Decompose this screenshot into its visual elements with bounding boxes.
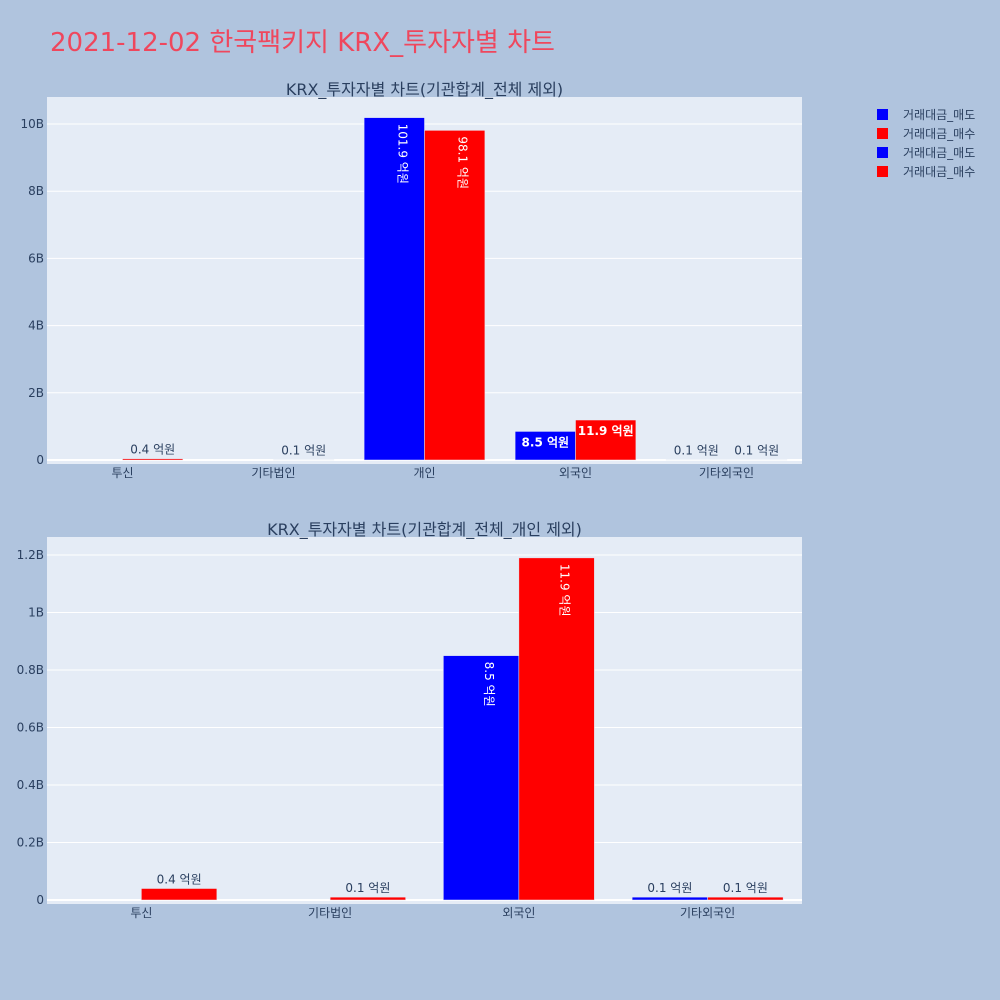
y-tick-label: 8B — [28, 184, 44, 198]
x-tick-label: 기타법인 — [251, 466, 295, 480]
bar-buy[interactable] — [707, 896, 784, 901]
chart-1: KRX_투자자별 차트(기관합계_전체 제외) 0 2B 4B 6B 8B 10B 투신 0.4… — [20, 80, 802, 480]
bar-label: 0.1 억원 — [647, 881, 692, 895]
y-tick-label: 6B — [28, 251, 44, 265]
x-tick-label: 기타외국인 — [680, 906, 735, 920]
y-tick-label: 4B — [28, 319, 44, 333]
bar-buy[interactable] — [122, 458, 184, 461]
bar-sell[interactable] — [514, 431, 576, 461]
bar-label: 0.1 억원 — [734, 444, 779, 458]
bar-sell[interactable] — [443, 655, 520, 901]
y-tick-label: 0.4B — [17, 778, 44, 792]
chart-title: KRX_투자자별 차트(기관합계_전체 제외) — [286, 80, 563, 100]
legend-swatch[interactable] — [877, 109, 888, 120]
legend-swatch[interactable] — [877, 128, 888, 139]
bar-buy[interactable] — [141, 888, 218, 901]
x-tick-label: 개인 — [413, 466, 435, 480]
bar-label: 0.1 억원 — [723, 881, 768, 895]
legend-item[interactable]: 거래대금_매수 — [903, 165, 975, 179]
x-tick-label: 기타법인 — [308, 906, 352, 920]
legend-item[interactable]: 거래대금_매도 — [903, 108, 975, 122]
bar-label: 11.9 억원 — [558, 564, 572, 617]
x-tick-label: 투신 — [130, 906, 152, 920]
bar-label: 0.1 억원 — [281, 444, 326, 458]
legend-swatch[interactable] — [877, 147, 888, 158]
y-tick-label: 0.2B — [17, 836, 44, 850]
bar-label: 11.9 억원 — [578, 424, 634, 438]
x-tick-label: 외국인 — [502, 906, 535, 920]
bar-label: 0.4 억원 — [157, 873, 202, 887]
bar-label: 0.4 억원 — [130, 443, 175, 457]
chart-2: KRX_투자자별 차트(기관합계_전체_개인 제외) 0 0.2B 0.4B 0.6B 0… — [17, 520, 802, 920]
bar-label: 8.5 억원 — [522, 435, 570, 449]
bar-label: 0.1 억원 — [345, 881, 390, 895]
chart-title: KRX_투자자별 차트(기관합계_전체_개인 제외) — [267, 520, 582, 540]
bar-buy[interactable] — [518, 557, 595, 901]
y-tick-label: 2B — [28, 386, 44, 400]
plot-area — [47, 537, 802, 904]
page-title: 2021-12-02 한국팩키지 KRX_투자자별 차트 — [50, 28, 555, 58]
legend-item[interactable]: 거래대금_매수 — [903, 127, 975, 141]
legend-item[interactable]: 거래대금_매도 — [903, 146, 975, 160]
bar-sell[interactable] — [363, 117, 425, 461]
legend-swatch[interactable] — [877, 166, 888, 177]
y-tick-label: 0.6B — [17, 721, 44, 735]
bar-label: 98.1 억원 — [456, 136, 470, 189]
x-tick-label: 기타외국인 — [699, 466, 754, 480]
bar-label: 0.1 억원 — [674, 444, 719, 458]
bar-label: 101.9 억원 — [395, 124, 409, 184]
y-tick-label: 0 — [36, 893, 44, 907]
bar-buy[interactable] — [575, 419, 637, 461]
y-tick-label: 0 — [36, 453, 44, 467]
x-tick-label: 외국인 — [559, 466, 592, 480]
bar-label: 8.5 억원 — [482, 662, 496, 707]
bar-buy[interactable] — [424, 130, 486, 461]
bar-sell[interactable] — [631, 896, 708, 901]
bar-buy[interactable] — [329, 896, 406, 901]
y-tick-label: 0.8B — [17, 663, 44, 677]
y-tick-label: 10B — [20, 117, 44, 131]
y-tick-label: 1.2B — [17, 548, 44, 562]
x-tick-label: 투신 — [111, 466, 133, 480]
y-tick-label: 1B — [28, 606, 44, 620]
